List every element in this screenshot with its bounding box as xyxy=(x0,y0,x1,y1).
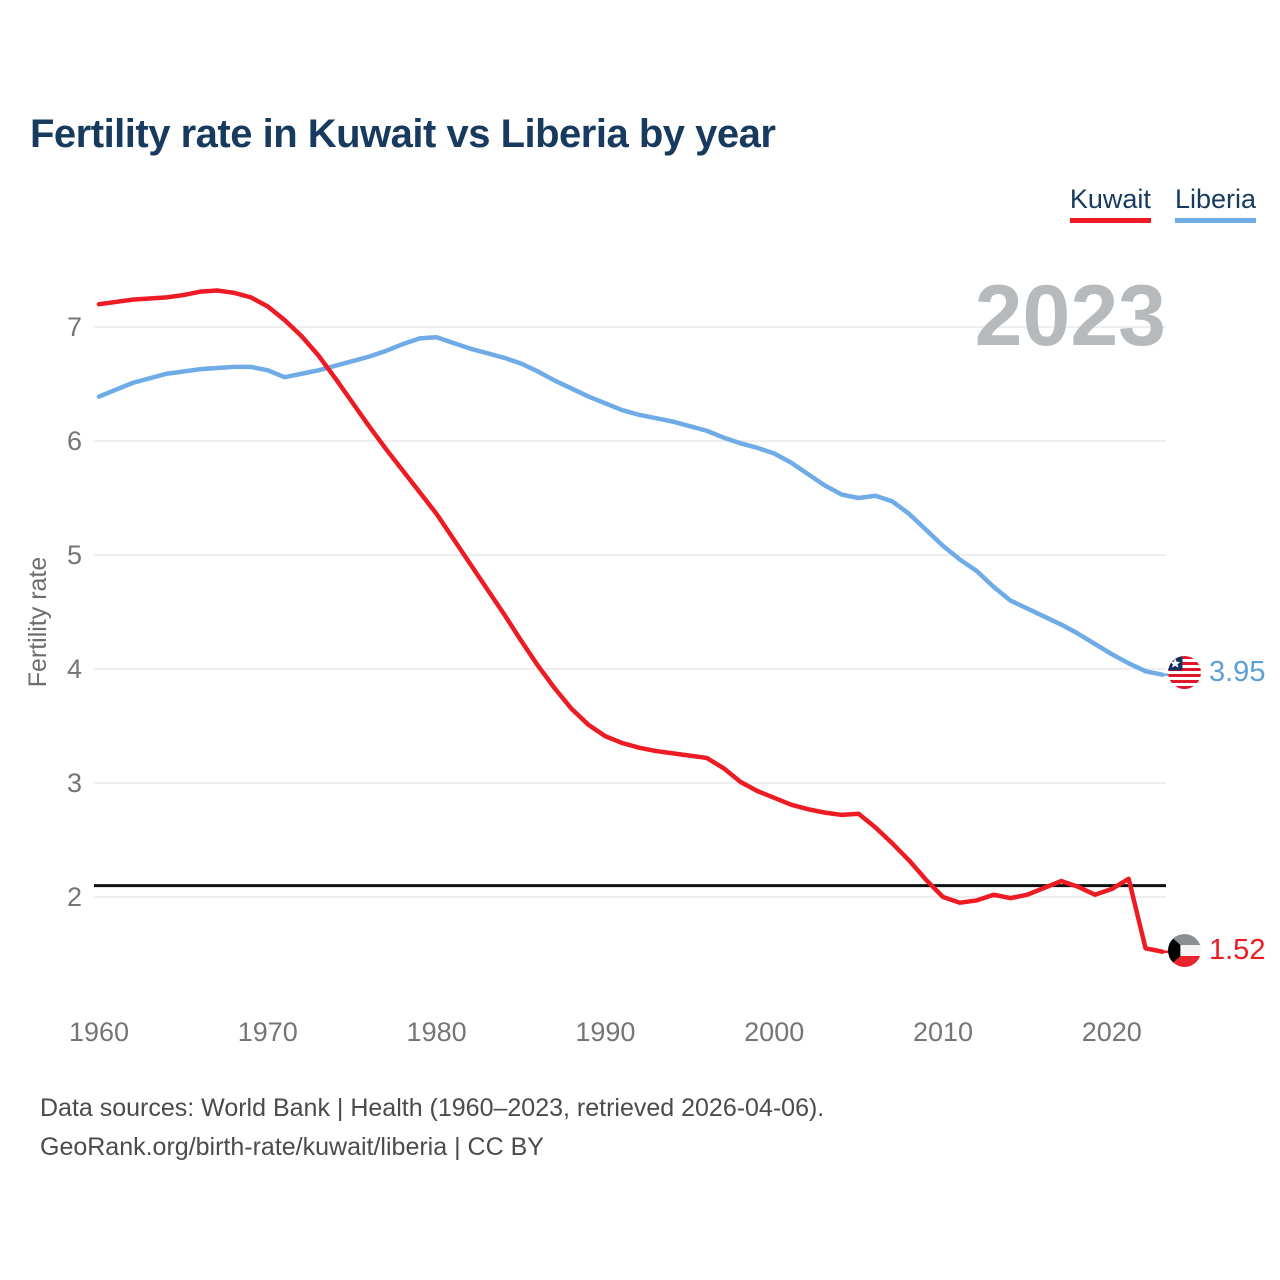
legend-item-liberia[interactable]: Liberia xyxy=(1174,184,1256,223)
x-tick-label: 2010 xyxy=(913,1017,973,1047)
legend-item-kuwait[interactable]: Kuwait xyxy=(1069,184,1151,223)
x-tick-label: 1960 xyxy=(69,1017,129,1047)
end-value-liberia: 3.95 xyxy=(1209,656,1266,688)
footer: Data sources: World Bank | Health (1960–… xyxy=(40,1089,824,1167)
end-label-liberia: 3.95 xyxy=(1168,656,1265,689)
watermark-year: 2023 xyxy=(975,268,1166,364)
kuwait-flag-icon xyxy=(1168,934,1201,967)
x-tick-label: 1980 xyxy=(407,1017,467,1047)
legend-swatch-liberia xyxy=(1174,218,1256,223)
x-tick-label: 1990 xyxy=(575,1017,635,1047)
chart-plot-area: 2023 2 3 4 5 6 7 1960 1970 1980 1990 2000 2010 2020 Fe… xyxy=(24,268,1170,1047)
y-axis-title: Fertility rate xyxy=(24,557,52,688)
footer-license-line: GeoRank.org/birth-rate/kuwait/liberia | … xyxy=(40,1133,544,1161)
liberia-flag-icon xyxy=(1168,656,1201,689)
legend-swatch-kuwait xyxy=(1069,218,1151,223)
y-tick-label: 6 xyxy=(67,426,82,456)
y-tick-label: 4 xyxy=(67,654,82,684)
page-title: Fertility rate in Kuwait vs Liberia by y… xyxy=(30,112,776,156)
x-tick-label: 1970 xyxy=(238,1017,298,1047)
y-tick-label: 7 xyxy=(67,312,82,342)
y-tick-label: 2 xyxy=(67,882,82,912)
end-label-kuwait: 1.52 xyxy=(1168,934,1265,967)
series-line-liberia xyxy=(96,335,1165,677)
legend: Kuwait Liberia xyxy=(1069,184,1256,223)
y-tick-label: 3 xyxy=(67,768,82,798)
end-value-kuwait: 1.52 xyxy=(1209,934,1266,966)
legend-label-kuwait: Kuwait xyxy=(1069,184,1151,214)
legend-label-liberia: Liberia xyxy=(1174,184,1256,214)
series-line-kuwait xyxy=(96,288,1165,954)
x-tick-label: 2020 xyxy=(1082,1017,1142,1047)
x-tick-label: 2000 xyxy=(744,1017,804,1047)
y-tick-label: 5 xyxy=(67,540,82,570)
footer-source-line: Data sources: World Bank | Health (1960–… xyxy=(40,1094,825,1122)
